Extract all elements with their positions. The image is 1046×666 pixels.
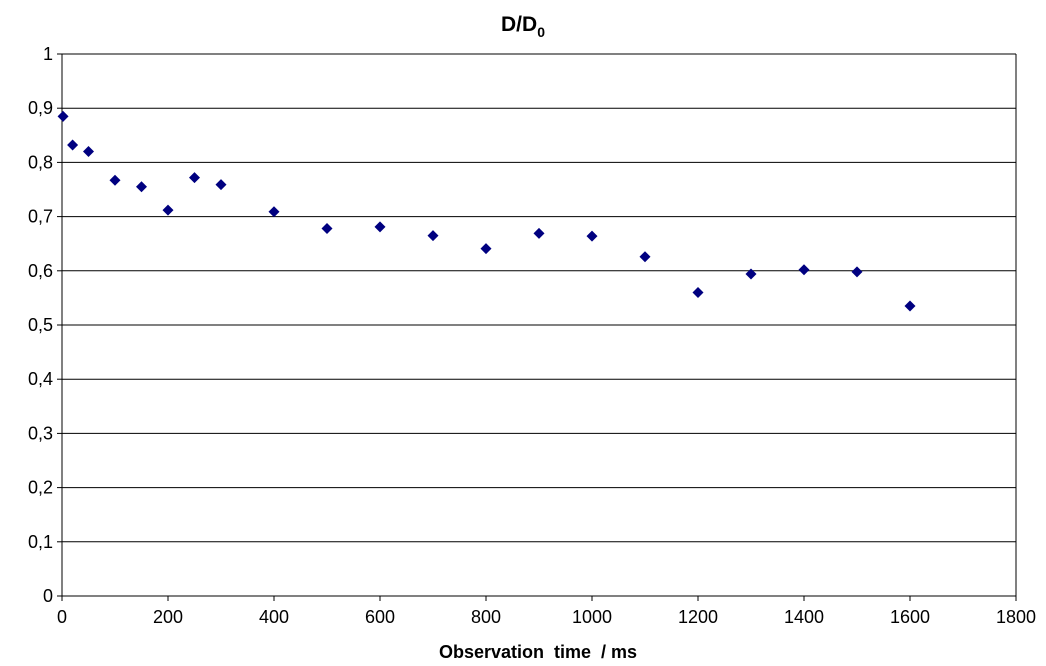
y-tick-label-10: 1 (43, 44, 53, 64)
data-point-0-7 (215, 179, 227, 191)
data-point-0-13 (533, 227, 545, 239)
y-tick-label-1: 0,1 (28, 532, 53, 552)
x-tick-label-9: 1800 (996, 607, 1036, 627)
data-point-0-2 (83, 146, 94, 158)
x-tick-label-5: 1000 (572, 607, 612, 627)
y-tick-label-8: 0,8 (28, 152, 53, 172)
chart-title: D/D0 (501, 13, 545, 40)
chart-title-subscript: 0 (537, 24, 545, 40)
data-point-0-6 (189, 172, 200, 184)
x-tick-label-3: 600 (365, 607, 395, 627)
x-tick-label-6: 1200 (678, 607, 718, 627)
x-tick-label-7: 1400 (784, 607, 824, 627)
x-axis-label: Observation time / ms (439, 642, 637, 662)
data-point-0-18 (798, 264, 810, 276)
x-tick-label-0: 0 (57, 607, 67, 627)
x-tick-label-8: 1600 (890, 607, 930, 627)
data-point-0-12 (480, 243, 492, 255)
y-tick-label-6: 0,6 (28, 261, 53, 281)
data-point-0-17 (745, 268, 757, 280)
data-point-0-9 (321, 223, 333, 235)
axes (57, 53, 1017, 601)
x-tick-label-1: 200 (153, 607, 183, 627)
data-point-0-1 (67, 139, 79, 151)
y-tick-label-3: 0,3 (28, 423, 53, 443)
y-tick-label-5: 0,5 (28, 315, 53, 335)
data-point-0-4 (136, 181, 147, 193)
data-point-0-5 (162, 204, 174, 216)
chart-title-main: D/D (501, 13, 537, 36)
x-tick-label-2: 400 (259, 607, 289, 627)
y-tick-label-2: 0,2 (28, 478, 53, 498)
data-point-0-16 (692, 286, 704, 298)
data-points (57, 110, 916, 312)
data-point-0-0 (57, 110, 69, 122)
y-tick-labels: 0 0,1 0,2 0,3 0,4 0,5 0,6 0,7 0,8 0,9 1 (28, 44, 53, 606)
data-point-0-10 (374, 221, 386, 233)
y-tick-label-4: 0,4 (28, 369, 53, 389)
data-point-0-20 (904, 300, 916, 312)
y-tick-label-0: 0 (43, 586, 53, 606)
y-tick-label-7: 0,7 (28, 207, 53, 227)
data-point-0-14 (586, 230, 598, 242)
data-point-0-15 (639, 251, 651, 263)
data-point-0-11 (427, 230, 439, 242)
x-tick-label-4: 800 (471, 607, 501, 627)
y-tick-label-9: 0,9 (28, 98, 53, 118)
grid-lines (62, 53, 1016, 597)
x-tick-labels: 0 200 400 600 800 1000 1200 1400 1600 1800 (57, 607, 1036, 627)
data-point-0-8 (268, 206, 280, 218)
data-point-0-3 (109, 174, 121, 186)
data-point-0-19 (851, 266, 863, 278)
